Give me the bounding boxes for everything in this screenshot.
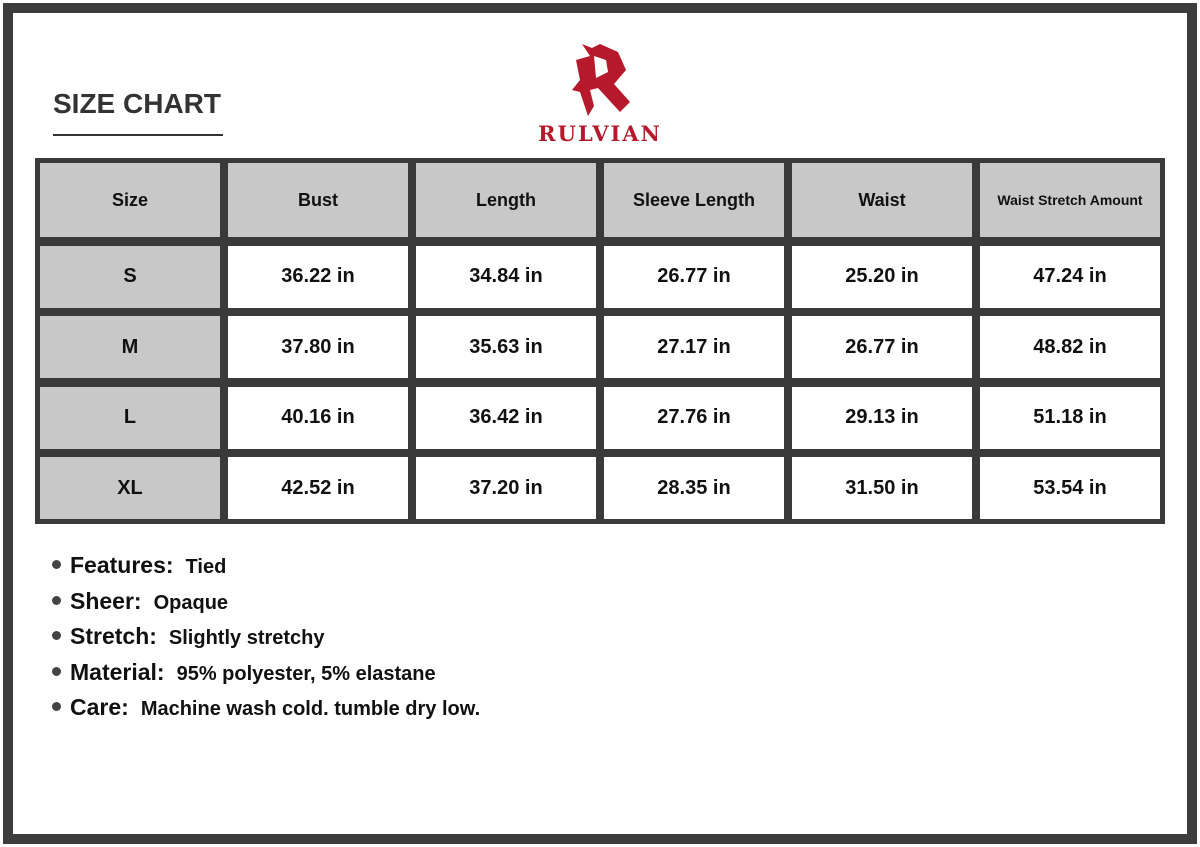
page-frame [3, 3, 1197, 844]
measurement-cell: 48.82 in [980, 316, 1160, 378]
measurement-cell: 34.84 in [416, 245, 596, 308]
bullet-icon [52, 702, 61, 711]
header-waist: Waist [792, 163, 972, 237]
size-cell: XL [40, 457, 220, 519]
measurement-cell: 35.63 in [416, 316, 596, 378]
feature-label: Material: [70, 658, 165, 685]
measurement-cell: 37.80 in [228, 316, 408, 378]
feature-item: Sheer: Opaque [52, 588, 480, 624]
title-underline [53, 134, 223, 136]
feature-label: Sheer: [70, 587, 142, 614]
bullet-icon [52, 560, 61, 569]
size-cell: S [40, 245, 220, 308]
measurement-cell: 29.13 in [792, 386, 972, 449]
header-waist-stretch: Waist Stretch Amount [980, 163, 1160, 237]
brand-r-icon [572, 44, 630, 116]
measurement-cell: 27.76 in [604, 386, 784, 449]
header-bust: Bust [228, 163, 408, 237]
feature-value: Tied [185, 556, 227, 578]
feature-value: Slightly stretchy [168, 627, 325, 649]
size-cell: L [40, 386, 220, 449]
measurement-cell: 40.16 in [228, 386, 408, 449]
measurement-cell: 47.24 in [980, 245, 1160, 308]
feature-label: Care: [70, 694, 129, 720]
feature-label: Stretch: [70, 623, 157, 649]
header-sleeve-length: Sleeve Length [604, 163, 784, 237]
page-title: SIZE CHART [53, 88, 221, 119]
measurement-cell: 36.42 in [416, 386, 596, 449]
measurement-cell: 53.54 in [980, 457, 1160, 519]
bullet-icon [52, 666, 61, 676]
bullet-icon [52, 631, 61, 640]
feature-item: Care: Machine wash cold. tumble dry low. [52, 694, 480, 730]
feature-value: Machine wash cold. tumble dry low. [140, 698, 481, 720]
measurement-cell: 27.17 in [604, 316, 784, 378]
measurement-cell: 25.20 in [792, 245, 972, 308]
feature-item: Stretch: Slightly stretchy [52, 623, 480, 659]
measurement-cell: 26.77 in [792, 316, 972, 378]
features-list: Features: Tied Sheer: Opaque Stretch: Slightl… [52, 552, 480, 730]
measurement-cell: 26.77 in [604, 245, 784, 308]
feature-item: Material: 95% polyester, 5% elastane [52, 659, 480, 695]
feature-label: Features: [70, 552, 174, 578]
brand-logo: RULVIAN [530, 40, 670, 146]
header-length: Length [416, 163, 596, 237]
measurement-cell: 37.20 in [416, 457, 596, 519]
bullet-icon [52, 595, 61, 605]
feature-value: Opaque [153, 591, 229, 614]
feature-value: 95% polyester, 5% elastane [176, 662, 436, 685]
measurement-cell: 42.52 in [228, 457, 408, 519]
size-table: Size Bust Length Sleeve Length Waist Wai… [35, 158, 1165, 524]
header-size: Size [40, 163, 220, 237]
size-cell: M [40, 316, 220, 378]
measurement-cell: 28.35 in [604, 457, 784, 519]
measurement-cell: 36.22 in [228, 245, 408, 308]
brand-name: RULVIAN [538, 121, 662, 146]
measurement-cell: 31.50 in [792, 457, 972, 519]
feature-item: Features: Tied [52, 552, 480, 588]
measurement-cell: 51.18 in [980, 386, 1160, 449]
